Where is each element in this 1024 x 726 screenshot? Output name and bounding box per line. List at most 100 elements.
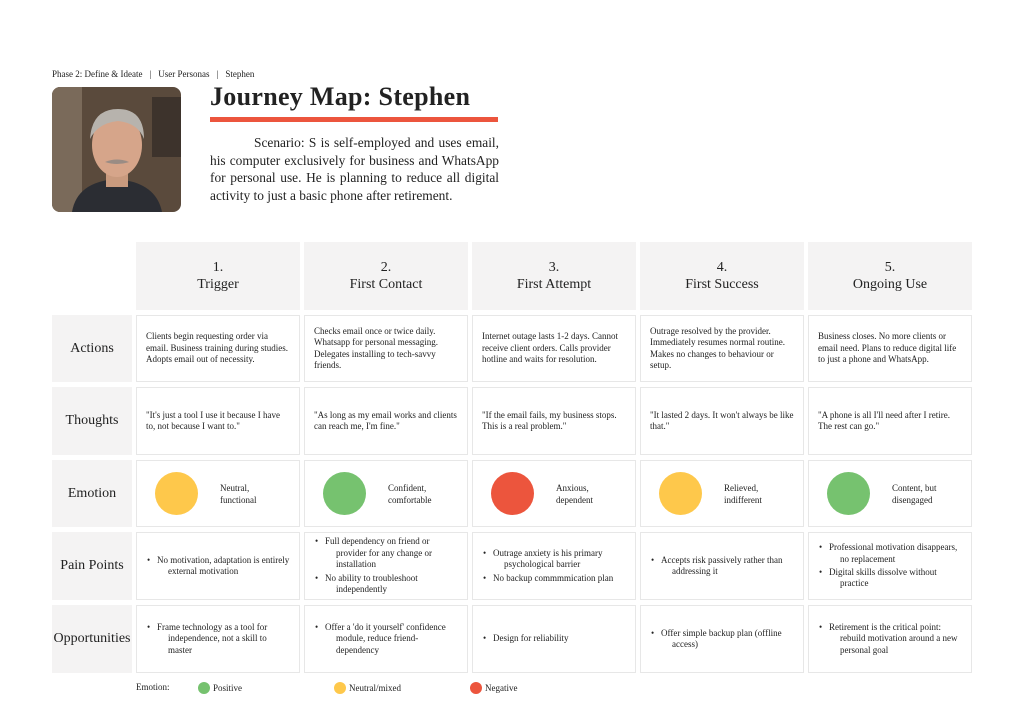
bullet-text: Outrage anxiety is his primary psycholog…: [493, 547, 603, 570]
legend-dot: [334, 682, 346, 694]
text-cell: "It's just a tool I use it because I hav…: [136, 387, 300, 455]
cell-text: Business closes. No more clients or emai…: [818, 331, 957, 365]
bullet-list: Frame technology as a tool for independe…: [146, 620, 290, 658]
bullet-text: Professional motivation disappears, no r…: [829, 542, 958, 564]
phase-name: Trigger: [197, 277, 239, 292]
bullet-list: Professional motivation disappears, no r…: [818, 540, 962, 592]
emotion-cell: Neutral, functional: [136, 460, 300, 527]
legend-item: Positive: [198, 682, 242, 694]
phase-header: 1. Trigger: [136, 242, 300, 310]
text-cell: Clients begin requesting order via email…: [136, 315, 300, 382]
bullet-list: Outrage anxiety is his primary psycholog…: [482, 546, 626, 586]
legend-text: Neutral/mixed: [349, 683, 401, 693]
text-cell: Business closes. No more clients or emai…: [808, 315, 972, 382]
text-cell: Checks email once or twice daily. Whatsa…: [304, 315, 468, 382]
legend: Emotion: Positive Neutral/mixed Negative: [136, 682, 517, 694]
emotion-cell: Anxious, dependent: [472, 460, 636, 527]
bullet-text: Frame technology as a tool for independe…: [157, 621, 268, 655]
cell-text: "As long as my email works and clients c…: [314, 409, 457, 431]
text-cell: "If the email fails, my business stops. …: [472, 387, 636, 455]
phase-header: 3. First Attempt: [472, 242, 636, 310]
bullet-item: Outrage anxiety is his primary psycholog…: [482, 548, 626, 571]
scenario: Scenario: S is self-employed and uses em…: [210, 135, 499, 203]
bullet-item: Digital skills dissolve without practice: [818, 567, 962, 590]
phase-header: 2. First Contact: [304, 242, 468, 310]
bullet-item: Retirement is the critical point: rebuil…: [818, 622, 962, 656]
legend-dot: [470, 682, 482, 694]
bullet-item: No backup commmmication plan: [482, 573, 626, 585]
list-cell: Offer simple backup plan (offline access…: [640, 605, 804, 673]
bullet-list: Full dependency on friend or provider fo…: [314, 534, 458, 597]
bullet-list: Design for reliability: [482, 631, 568, 646]
text-cell: Internet outage lasts 1-2 days. Cannot r…: [472, 315, 636, 382]
breadcrumb-item: Stephen: [225, 69, 255, 79]
bullet-item: Professional motivation disappears, no r…: [818, 542, 962, 565]
emotion-cell: Confident, comfortable: [304, 460, 468, 527]
list-cell: Full dependency on friend or provider fo…: [304, 532, 468, 600]
journey-table: 1. Trigger 2. First Contact 3. First Attempt 4…: [52, 242, 972, 673]
phase-header: 4. First Success: [640, 242, 804, 310]
bullet-list: No motivation, adaptation is entirely ex…: [146, 553, 290, 580]
bullet-text: Accepts risk passively rather than addre…: [661, 554, 783, 576]
emotion-cell: Relieved, indifferent: [640, 460, 804, 527]
list-cell: Frame technology as a tool for independe…: [136, 605, 300, 673]
emotion-label: Confident, comfortable: [388, 482, 432, 505]
row-label: Actions: [52, 315, 132, 382]
row-label: Pain Points: [52, 532, 132, 600]
bullet-text: Retirement is the critical point: rebuil…: [829, 621, 958, 655]
legend-dot: [198, 682, 210, 694]
title: Journey Map: Stephen: [210, 82, 471, 111]
text-cell: Outrage resolved by the provider. Immedi…: [640, 315, 804, 382]
bullet-text: No ability to troubleshoot independently: [325, 572, 418, 595]
title-underline: [210, 117, 498, 122]
bullet-text: Digital skills dissolve without practice: [829, 567, 937, 589]
cell-text: "It lasted 2 days. It won't always be li…: [650, 409, 794, 431]
legend-label: Emotion:: [136, 682, 170, 692]
cell-text: Internet outage lasts 1-2 days. Cannot r…: [482, 331, 618, 365]
bullet-item: Offer simple backup plan (offline access…: [650, 628, 794, 651]
list-cell: Outrage anxiety is his primary psycholog…: [472, 532, 636, 600]
legend-text: Negative: [485, 683, 518, 693]
emotion-label: Anxious, dependent: [556, 482, 593, 505]
cell-text: Clients begin requesting order via email…: [146, 331, 288, 365]
emotion-label: Neutral, functional: [220, 482, 257, 505]
photo-placeholder: [52, 87, 181, 212]
emotion-label: Relieved, indifferent: [724, 482, 762, 505]
phase-number: 4.: [716, 260, 728, 275]
breadcrumb-item: Phase 2: Define & Ideate: [52, 69, 143, 79]
text-cell: "It lasted 2 days. It won't always be li…: [640, 387, 804, 455]
emotion-dot: [323, 472, 366, 515]
cell-text: Outrage resolved by the provider. Immedi…: [650, 325, 785, 370]
phase-name: First Contact: [349, 277, 423, 292]
emotion-dot: [155, 472, 198, 515]
cell-text: "If the email fails, my business stops. …: [482, 409, 617, 431]
bullet-item: No motivation, adaptation is entirely ex…: [146, 555, 290, 578]
cell-text: "It's just a tool I use it because I hav…: [146, 409, 281, 431]
bullet-list: Offer simple backup plan (offline access…: [650, 626, 794, 653]
bullet-item: Frame technology as a tool for independe…: [146, 622, 290, 656]
list-cell: Design for reliability: [472, 605, 636, 673]
emotion-cell: Content, but disengaged: [808, 460, 972, 527]
phase-name: First Attempt: [516, 277, 592, 292]
text-cell: "As long as my email works and clients c…: [304, 387, 468, 455]
phase-header: 5. Ongoing Use: [808, 242, 972, 310]
bullet-item: Full dependency on friend or provider fo…: [314, 536, 458, 570]
text-cell: "A phone is all I'll need after I retire…: [808, 387, 972, 455]
legend-text: Positive: [213, 683, 243, 693]
bullet-text: Design for reliability: [493, 633, 569, 644]
phase-number: 5.: [884, 260, 896, 275]
cell-text: "A phone is all I'll need after I retire…: [818, 409, 950, 431]
bullet-item: No ability to troubleshoot independently: [314, 573, 458, 596]
list-cell: Retirement is the critical point: rebuil…: [808, 605, 972, 673]
corner-cell: [52, 242, 132, 310]
row-label: Thoughts: [52, 387, 132, 455]
phase-name: First Success: [685, 277, 759, 292]
phase-number: 1.: [212, 260, 224, 275]
bullet-text: Full dependency on friend or provider fo…: [325, 536, 432, 570]
emotion-dot: [491, 472, 534, 515]
list-cell: No motivation, adaptation is entirely ex…: [136, 532, 300, 600]
bullet-text: Offer a 'do it yourself' confidence modu…: [325, 621, 446, 655]
row-label: Opportunities: [52, 605, 132, 673]
bullet-item: Accepts risk passively rather than addre…: [650, 555, 794, 578]
legend-item: Negative: [470, 682, 517, 694]
